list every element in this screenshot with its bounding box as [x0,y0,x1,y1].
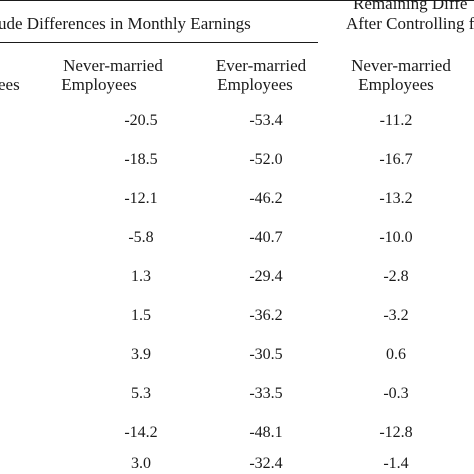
column-2-header-line2: Employees [217,75,293,94]
table-cell: -52.0 [249,151,283,168]
group-header-left: ude Differences in Monthly Earnings [0,14,251,33]
column-0-header-line2: ees [0,75,20,94]
table-cell: -46.2 [249,190,283,207]
table-cell: -12.1 [124,190,158,207]
table-cell: -3.2 [383,307,409,324]
table-cell: -30.5 [249,346,283,363]
table-cell: -18.5 [124,151,158,168]
table-cell: -32.4 [249,455,283,472]
table-cell: -40.7 [249,229,283,246]
table-cell: -29.4 [249,268,283,285]
table-cell: 0.6 [386,346,406,363]
table-cell: -12.8 [379,424,413,441]
column-3-header-line2: Employees [358,75,434,94]
table-cell: 1.3 [131,268,151,285]
table-cell: -16.7 [379,151,413,168]
table-cell: -48.1 [249,424,283,441]
table-cell: 3.0 [131,455,151,472]
group-header-right-line1: Remaining Diffe [353,0,468,13]
table-cell: -33.5 [249,385,283,402]
column-1-header-line2: Employees [61,75,137,94]
table-cell: -1.4 [383,455,409,472]
table-cell: -0.3 [383,385,409,402]
table-cell: -5.8 [128,229,154,246]
table-cell: 3.9 [131,346,151,363]
top-rule [0,0,474,1]
table-cell: -14.2 [124,424,158,441]
column-3-header-line1: Never-married [351,56,451,75]
table-cell: -11.2 [379,112,413,129]
table-cell: -36.2 [249,307,283,324]
table-cell: -53.4 [249,112,283,129]
table-cell: -20.5 [124,112,158,129]
column-2-header-line1: Ever-married [215,56,307,75]
group-header-right-line2: After Controlling f [346,14,474,33]
table-cell: -10.0 [379,229,413,246]
table-cell: 1.5 [131,307,151,324]
column-1-header-line1: Never-married [63,56,163,75]
table-cell: -13.2 [379,190,413,207]
table-cell: 5.3 [131,385,151,402]
group-left-rule [0,42,318,43]
table-cell: -2.8 [383,268,409,285]
